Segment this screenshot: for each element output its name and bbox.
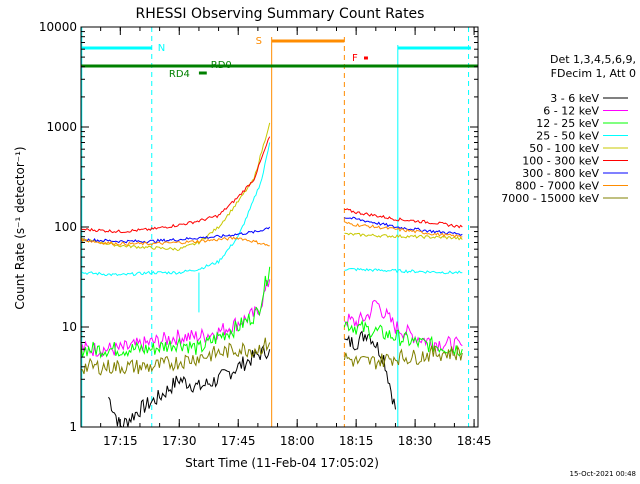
legend-header-line: Det 1,3,4,5,6,9,: [550, 53, 636, 66]
x-tick-label: 18:30: [398, 434, 433, 448]
legend-label-300-800-kev: 300 - 800 keV: [522, 167, 599, 180]
legend-label-100-300-kev: 100 - 300 keV: [522, 155, 599, 168]
series-line-25-50-kev-part-1: [80, 142, 271, 277]
rd0-annotation-label: RD0: [211, 60, 232, 71]
x-axis-label: Start Time (11-Feb-04 17:05:02): [185, 456, 379, 470]
series-line-6-12-kev-part-1: [80, 279, 271, 357]
x-tick-label: 17:45: [221, 434, 256, 448]
night-annotation-label: N: [158, 43, 165, 54]
series-line-12-25-kev-part-2: [343, 319, 463, 357]
x-tick-label: 17:30: [162, 434, 197, 448]
series-line-300-800-kev-part-1: [80, 226, 271, 244]
series-line-7000-15000-kev-part-1: [80, 337, 271, 376]
y-axis-label: Count Rate (s⁻¹ detector⁻¹): [13, 146, 27, 309]
plot-area: N S F RD0 RD4 1 10 100 1000 10000 17:15 17:30 17:45 1…: [39, 20, 492, 448]
series-line-50-100-kev-part-2: [344, 232, 463, 241]
series-line-100-300-kev-part-2: [344, 208, 463, 229]
y-tick-label: 1: [69, 420, 77, 434]
legend-label-25-50-kev: 25 - 50 keV: [536, 130, 599, 143]
rd4-annotation-label: RD4: [169, 69, 190, 80]
y-tick-label: 10: [62, 320, 77, 334]
x-tick-label: 18:15: [339, 434, 374, 448]
legend-label-50-100-kev: 50 - 100 keV: [529, 142, 599, 155]
x-tick-label: 18:00: [280, 434, 315, 448]
x-tick-label: 18:45: [457, 434, 492, 448]
series-line-800-7000-kev-part-1: [80, 236, 270, 247]
legend-label-3-6-kev: 3 - 6 keV: [550, 92, 599, 105]
series-line-7000-15000-kev-part-2: [343, 344, 463, 370]
series-line-100-300-kev-part-1: [80, 136, 271, 234]
series-line-800-7000-kev-part-2: [344, 221, 463, 238]
y-tick-label: 1000: [46, 120, 77, 134]
legend-header-line: FDecim 1, Att 0: [551, 67, 636, 80]
y-tick-label: 100: [54, 220, 77, 234]
saa-annotation-label: S: [256, 36, 262, 47]
series-line-25-50-kev-part-2: [344, 267, 463, 275]
footer-date: 15-Oct-2021 00:48: [570, 470, 636, 478]
y-tick-label: 10000: [39, 20, 77, 34]
flare-annotation-label: F: [352, 53, 358, 64]
legend-label-6-12-kev: 6 - 12 keV: [543, 105, 599, 118]
chart-title: RHESSI Observing Summary Count Rates: [136, 6, 425, 22]
legend: Det 1,3,4,5,6,9,FDecim 1, Att 0 3 - 6 keV…: [501, 53, 636, 205]
series-line-12-25-kev-part-1: [80, 266, 271, 359]
x-tick-label: 17:15: [103, 434, 138, 448]
legend-label-12-25-kev: 12 - 25 keV: [536, 117, 599, 130]
series-line-3-6-kev-part-1: [108, 344, 271, 428]
legend-label-7000-15000-kev: 7000 - 15000 keV: [501, 192, 599, 205]
legend-label-800-7000-kev: 800 - 7000 keV: [515, 180, 599, 193]
